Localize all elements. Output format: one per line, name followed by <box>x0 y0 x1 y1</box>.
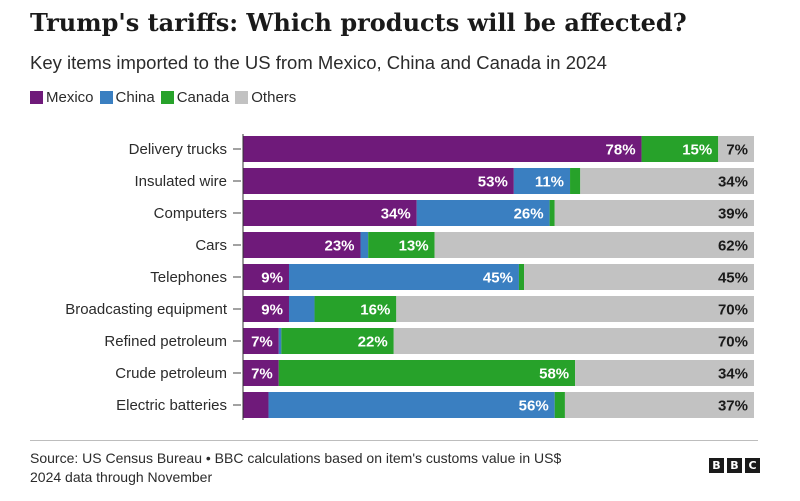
bar-segment-canada <box>278 360 576 386</box>
bar-segment-canada <box>554 392 565 418</box>
category-label: Broadcasting equipment <box>65 301 228 318</box>
bar-segment-mexico <box>243 360 279 386</box>
bar-segment-canada <box>549 200 555 226</box>
chart-card: Trump's tariffs: Which products will be … <box>24 0 779 501</box>
bar-segment-mexico <box>243 136 642 162</box>
bar-segment-china <box>288 296 315 322</box>
bbc-logo: B B C <box>706 458 760 473</box>
legend-label-others: Others <box>251 89 297 106</box>
bar-segment-others <box>434 232 754 258</box>
bar-segment-mexico <box>243 232 361 258</box>
category-label: Cars <box>195 237 227 254</box>
bar-segment-canada <box>518 264 525 290</box>
category-label: Refined petroleum <box>104 333 227 350</box>
bar-segment-china <box>278 328 282 354</box>
data-label-canada: 13% <box>399 238 429 255</box>
source-line-2: 2024 data through November <box>30 469 213 485</box>
legend-swatch-canada <box>160 91 174 104</box>
data-label-others: 70% <box>718 302 748 319</box>
data-label-canada: 15% <box>682 142 712 159</box>
data-label-others: 70% <box>718 334 748 351</box>
legend-item-china: China <box>99 89 155 106</box>
data-label-mexico: 7% <box>251 334 273 351</box>
data-label-mexico: 78% <box>606 142 636 159</box>
bar-segment-others <box>575 360 754 386</box>
chart-title: Trump's tariffs: Which products will be … <box>30 8 687 37</box>
data-label-canada: 22% <box>358 334 388 351</box>
legend-swatch-mexico <box>30 91 43 104</box>
bar-segment-china <box>513 168 571 194</box>
legend-label-canada: Canada <box>176 89 230 106</box>
legend-item-mexico: Mexico <box>30 89 94 106</box>
bar-segment-mexico <box>243 392 269 418</box>
bar-segment-mexico <box>243 264 289 290</box>
legend-item-canada: Canada <box>160 89 230 106</box>
data-label-mexico: 9% <box>261 302 283 319</box>
category-label: Telephones <box>150 269 227 286</box>
stacked-bar-chart: Delivery trucks 78% 15% 7% Insulated wire 53%… <box>65 134 754 420</box>
data-label-mexico: 34% <box>381 206 411 223</box>
legend-label-china: China <box>115 89 155 106</box>
source-line-1: Source: US Census Bureau • BBC calculati… <box>30 450 562 466</box>
bar-segment-others <box>580 168 754 194</box>
legend-swatch-china <box>99 91 113 104</box>
data-label-china: 26% <box>514 206 544 223</box>
footer-source: Source: US Census Bureau • BBC calculati… <box>30 449 561 487</box>
data-label-mexico: 23% <box>324 238 354 255</box>
data-label-china: 45% <box>483 270 513 287</box>
data-label-china: 11% <box>535 174 564 191</box>
bbc-logo-letter: B <box>709 458 724 473</box>
category-label: Crude petroleum <box>115 365 227 382</box>
bar-segment-canada <box>641 136 719 162</box>
bar-segment-canada <box>368 232 435 258</box>
bar-segment-others <box>564 392 754 418</box>
category-label: Computers <box>154 205 227 222</box>
data-label-others: 62% <box>718 238 748 255</box>
bar-segment-mexico <box>243 328 279 354</box>
legend-swatch-others <box>235 91 249 104</box>
bar-segment-china <box>360 232 369 258</box>
data-label-mexico: 53% <box>478 174 508 191</box>
legend: Mexico China Canada Others <box>30 89 302 106</box>
bar-segment-others <box>524 264 754 290</box>
bar-segment-mexico <box>243 168 514 194</box>
category-label: Delivery trucks <box>129 141 227 158</box>
bar-segment-china <box>416 200 550 226</box>
bar-segment-china <box>268 392 555 418</box>
data-label-others: 45% <box>718 270 748 287</box>
data-label-china: 56% <box>519 398 549 415</box>
category-label: Insulated wire <box>134 173 227 190</box>
footer-divider <box>30 440 758 441</box>
bar-segment-mexico <box>243 296 289 322</box>
data-label-others: 39% <box>718 206 748 223</box>
bar-segment-others <box>393 328 754 354</box>
bar-segment-others <box>554 200 754 226</box>
data-label-mexico: 7% <box>251 366 273 383</box>
bbc-logo-letter: C <box>745 458 760 473</box>
chart-subtitle: Key items imported to the US from Mexico… <box>30 52 607 73</box>
bar-segment-mexico <box>243 200 417 226</box>
category-label: Electric batteries <box>116 397 227 414</box>
data-label-mexico: 9% <box>261 270 283 287</box>
bar-segment-others <box>718 136 754 162</box>
data-label-others: 37% <box>718 398 748 415</box>
legend-item-others: Others <box>235 89 296 106</box>
data-label-others: 34% <box>718 174 748 191</box>
data-label-canada: 16% <box>360 302 390 319</box>
bar-segment-others <box>396 296 754 322</box>
bbc-logo-letter: B <box>727 458 742 473</box>
data-label-canada: 58% <box>539 366 569 383</box>
legend-label-mexico: Mexico <box>46 89 94 106</box>
bar-segment-canada <box>281 328 394 354</box>
bar-segment-canada <box>570 168 581 194</box>
bar-segment-canada <box>314 296 397 322</box>
data-label-others: 7% <box>726 142 748 159</box>
bar-segment-china <box>288 264 519 290</box>
data-label-others: 34% <box>718 366 748 383</box>
